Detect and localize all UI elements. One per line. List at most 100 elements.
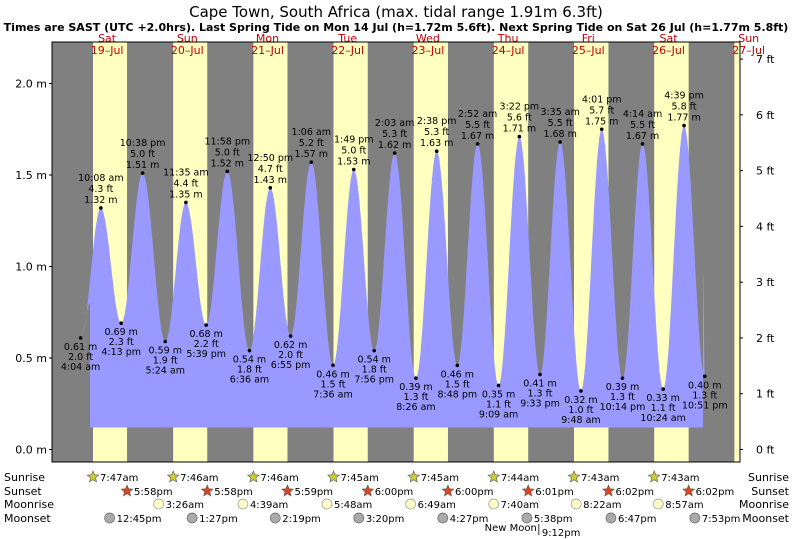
tide-point <box>475 142 480 146</box>
tide-ft-label: 1.8 ft <box>237 365 262 376</box>
tide-time-label: 2:52 am <box>458 109 497 120</box>
moonrise-icon <box>570 498 582 510</box>
day-label-date: 21–Jul <box>251 44 284 57</box>
tide-time-label: 11:58 pm <box>204 136 250 147</box>
day-label-date: 24–Jul <box>492 44 525 57</box>
moonset-time: 6:47pm <box>618 514 657 525</box>
sunrise-icon <box>246 470 260 483</box>
tide-ft-label: 2.2 ft <box>194 339 219 350</box>
moonset-icon <box>104 512 115 524</box>
tide-ft-label: 1.1 ft <box>651 403 676 414</box>
row-label-sunrise-right: Sunrise <box>748 471 789 484</box>
moonset-time: 4:27pm <box>450 514 489 525</box>
tide-m-label: 1.52 m <box>211 158 244 169</box>
tide-m-label: 1.53 m <box>337 157 370 168</box>
tide-time-label: 4:14 am <box>623 109 662 120</box>
moonset-icon <box>353 512 365 524</box>
tide-m-label: 1.67 m <box>626 131 659 142</box>
row-label-moonset-right: Moonset <box>742 512 789 525</box>
tide-time-label: 9:48 am <box>561 415 600 426</box>
sunrise-icon <box>647 470 661 483</box>
day-label-date: 23–Jul <box>412 44 445 57</box>
chart-title: Cape Town, South Africa (max. tidal rang… <box>189 3 603 21</box>
moonset-time: 1:27pm <box>199 514 238 525</box>
tide-ft-label: 5.5 ft <box>465 120 490 131</box>
tide-m-label: 1.67 m <box>461 131 494 142</box>
sunrise-icon <box>567 470 581 483</box>
tide-point <box>163 339 168 344</box>
tide-point <box>288 334 293 338</box>
moonrise-icon <box>488 498 499 510</box>
new-moon-label: New Moon <box>485 523 537 534</box>
moonset-time: 2:19pm <box>282 514 321 525</box>
tide-ft-label: 5.5 ft <box>548 118 573 129</box>
tide-point <box>331 363 335 368</box>
sunset-time: 5:58pm <box>134 487 173 498</box>
tide-m-label: 0.40 m <box>688 380 721 391</box>
tide-point <box>620 376 625 380</box>
moonrise-icon <box>652 498 664 510</box>
tide-time-label: 9:09 am <box>479 409 518 420</box>
tide-ft-label: 5.2 ft <box>299 138 324 149</box>
tide-point <box>682 123 686 128</box>
tide-m-label: 0.61 m <box>64 342 97 353</box>
tide-ft-label: 5.5 ft <box>630 120 655 131</box>
tide-point <box>640 142 645 146</box>
tide-point <box>309 160 314 164</box>
tide-m-label: 0.68 m <box>189 329 222 340</box>
tide-point <box>455 363 460 368</box>
tide-time-label: 4:01 pm <box>582 94 622 105</box>
new-moon-time: 9:12pm <box>542 528 581 539</box>
moonrise-time: 7:40am <box>501 500 539 511</box>
y-tick-label-ft: 3 ft <box>756 276 775 289</box>
tide-m-label: 0.54 m <box>233 355 266 366</box>
tide-ft-label: 1.3 ft <box>692 390 717 401</box>
moonset-icon <box>437 512 449 524</box>
tide-m-label: 0.39 m <box>606 382 639 393</box>
y-tick-label-ft: 7 ft <box>756 53 775 66</box>
tide-time-label: 4:04 am <box>61 362 100 373</box>
moonset-icon <box>689 512 701 524</box>
moonrise-time: 8:57am <box>665 500 703 511</box>
tide-curve <box>80 125 705 428</box>
tide-ft-label: 5.8 ft <box>672 102 697 113</box>
tide-m-label: 1.75 m <box>585 116 618 127</box>
tide-m-label: 1.77 m <box>667 113 700 124</box>
tide-point <box>268 186 273 190</box>
day-label-date: 27–Jul <box>732 44 765 57</box>
tide-m-label: 0.59 m <box>149 346 182 357</box>
tide-point <box>247 348 252 353</box>
tide-time-label: 1:06 am <box>292 127 331 138</box>
sunset-time: 6:02pm <box>696 487 735 498</box>
tide-m-label: 0.33 m <box>646 393 679 404</box>
tide-point <box>392 151 397 155</box>
moonset-time: 3:20pm <box>366 514 405 525</box>
row-label-moonset-left: Moonset <box>4 512 51 525</box>
tide-point <box>119 321 124 326</box>
y-tick-label-m: 0.5 m <box>15 352 47 365</box>
sunrise-time: 7:47am <box>100 473 138 484</box>
tide-point <box>434 149 439 154</box>
tide-ft-label: 1.3 ft <box>403 392 428 403</box>
y-tick-label-m: 1.0 m <box>15 261 47 274</box>
y-tick-label-ft: 4 ft <box>756 220 775 233</box>
tide-point <box>558 140 562 144</box>
moonrise-icon <box>153 498 165 510</box>
tide-point <box>702 374 707 379</box>
row-label-moonrise-left: Moonrise <box>4 498 54 511</box>
tide-ft-label: 5.0 ft <box>130 149 155 160</box>
sunrise-time: 7:46am <box>180 473 218 484</box>
tide-time-label: 7:56 pm <box>354 375 394 386</box>
y-tick-label-ft: 5 ft <box>756 165 775 178</box>
moonrise-icon <box>321 498 333 510</box>
sunset-time: 5:59pm <box>294 487 333 498</box>
tide-time-label: 8:26 am <box>396 402 435 413</box>
y-tick-label-m: 0.0 m <box>15 444 47 457</box>
moonrise-time: 8:22am <box>583 500 621 511</box>
moonrise-time: 6:49am <box>418 500 456 511</box>
tide-point <box>184 200 188 205</box>
day-label-dow: Sun <box>738 32 759 45</box>
tide-point <box>661 387 665 391</box>
tide-ft-label: 1.5 ft <box>445 379 470 390</box>
tide-time-label: 10:38 pm <box>120 138 166 149</box>
